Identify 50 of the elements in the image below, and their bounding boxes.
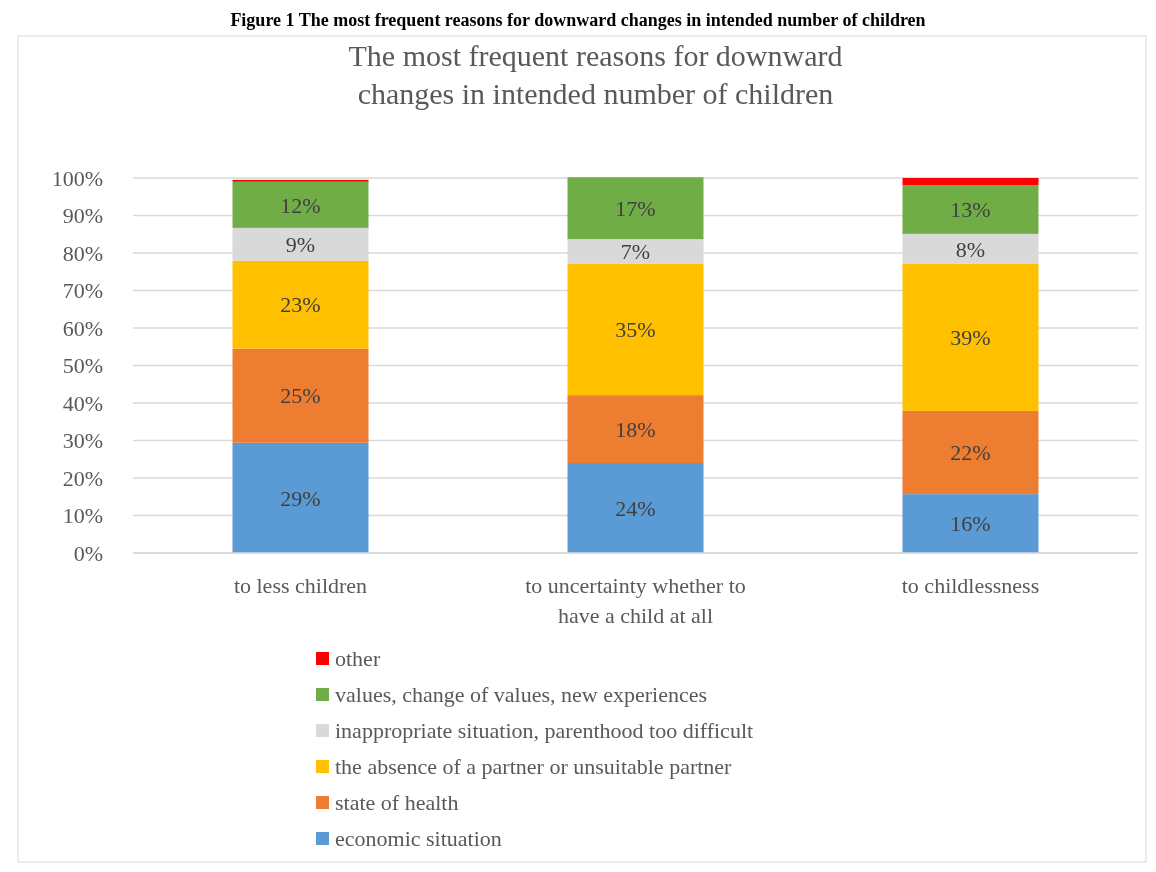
y-tick-label: 80% [62, 240, 103, 266]
bar [567, 263, 704, 396]
bar [232, 442, 369, 553]
bar [232, 348, 369, 443]
bar [902, 410, 1039, 495]
y-tick-label: 0% [73, 540, 103, 566]
bar [902, 263, 1039, 411]
chart-title: The most frequent reasons for downward changes in intended number of children [348, 39, 843, 110]
bar [567, 177, 704, 240]
data-label: 13% [950, 197, 991, 223]
bar [902, 494, 1039, 553]
data-label: 24% [615, 495, 656, 521]
legend-label: inappropriate situation, parenthood too difficult [335, 717, 754, 743]
data-label: 9% [285, 232, 316, 258]
caption: Figure 1 The most frequent reasons for downward changes in intended number of children [230, 10, 926, 30]
data-label: 23% [280, 292, 321, 318]
data-label: 35% [615, 317, 656, 343]
y-tick-label: 90% [62, 203, 103, 229]
bar [232, 260, 369, 349]
x-tick-label: to uncertainty whether to have a child at all [525, 573, 746, 628]
data-label: 22% [950, 440, 991, 466]
x-tick-label: to less children [233, 573, 368, 598]
data-label: 8% [955, 236, 986, 262]
data-label: 16% [950, 511, 991, 537]
y-tick-label: 10% [62, 503, 103, 529]
y-tick-label: 20% [62, 465, 103, 491]
y-tick-label: 70% [62, 278, 103, 304]
bar [232, 181, 369, 228]
bar [567, 463, 704, 553]
data-label: 39% [950, 325, 991, 351]
legend-label: values, change of values, new experiences [335, 681, 708, 707]
data-label: 17% [615, 195, 656, 221]
data-label: 12% [280, 192, 321, 218]
legend-label: economic situation [335, 825, 502, 851]
bar [902, 178, 1039, 186]
bar [567, 395, 704, 463]
legend-label: the absence of a partner or unsuitable partner [335, 753, 733, 779]
y-tick-label: 30% [62, 428, 103, 454]
data-label: 25% [280, 383, 321, 409]
legend-label: other [335, 645, 381, 671]
y-tick-label: 100% [51, 165, 103, 191]
y-tick-label: 50% [62, 353, 103, 379]
bar [902, 185, 1039, 234]
y-tick-label: 40% [62, 390, 103, 416]
legend-label: state of health [335, 789, 459, 815]
data-label: 18% [615, 416, 656, 442]
data-label: 29% [280, 485, 321, 511]
x-tick-label: to childlessness [901, 573, 1040, 598]
data-label: 7% [620, 239, 651, 265]
y-tick-label: 60% [62, 315, 103, 341]
